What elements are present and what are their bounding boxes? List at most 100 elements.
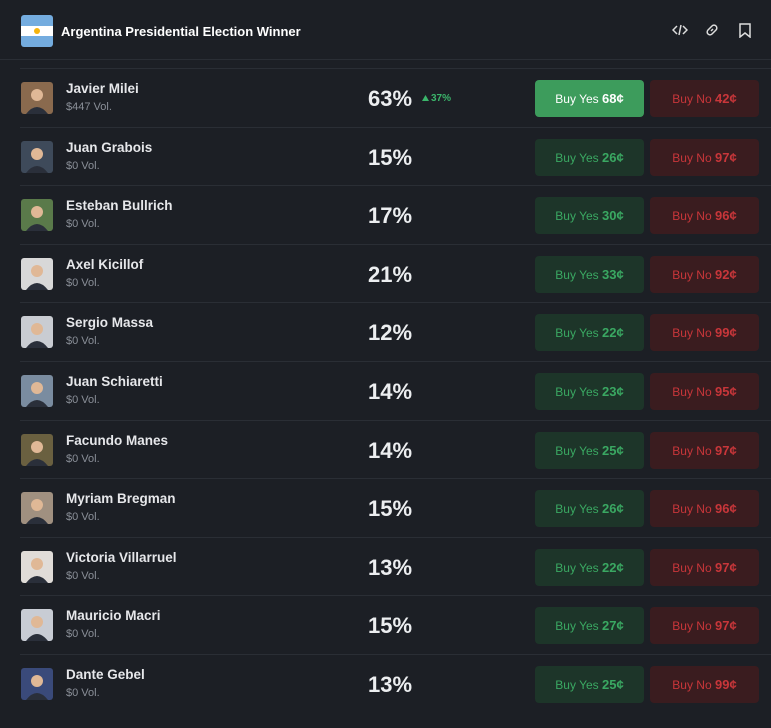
volume: $0 Vol. (66, 686, 100, 699)
chance: 15% (367, 144, 413, 170)
no-price: 42¢ (715, 91, 737, 106)
buy-no-label: Buy No (672, 92, 712, 106)
volume: $0 Vol. (66, 335, 100, 348)
buy-no-label: Buy No (672, 384, 712, 399)
embed-button[interactable] (672, 22, 688, 38)
buy-no-label: Buy No (672, 560, 712, 575)
buy-no-button[interactable]: Buy No 97¢ (650, 548, 759, 586)
buy-yes-label: Buy Yes (555, 560, 599, 575)
yes-price: 22¢ (602, 559, 624, 575)
buy-yes-button[interactable]: Buy Yes 22¢ (535, 548, 644, 586)
outcome-name: Facundo Manes (66, 432, 169, 448)
yes-price: 25¢ (602, 442, 624, 458)
buy-no-button[interactable]: Buy No 99¢ (650, 665, 759, 703)
market-title: Argentina Presidential Election Winner (61, 24, 301, 39)
buy-no-button[interactable]: Buy No 96¢ (650, 490, 759, 528)
buy-no-button[interactable]: Buy No 97¢ (650, 138, 759, 176)
buy-yes-label: Buy Yes (555, 209, 599, 224)
outcome-name: Sergio Massa (66, 315, 154, 331)
buy-yes-button[interactable]: Buy Yes 25¢ (535, 431, 644, 469)
link-button[interactable] (704, 22, 720, 38)
avatar (21, 609, 53, 642)
buy-no-button[interactable]: Buy No 42¢ (650, 80, 759, 117)
outcome-row: Juan Grabois $0 Vol. 15% Buy Yes 26¢ Buy No … (20, 126, 771, 186)
outcome-list: Javier Milei $447 Vol. 63% 37% Buy Yes 68¢ Bu… (20, 68, 771, 713)
buy-no-button[interactable]: Buy No 97¢ (650, 431, 759, 469)
outcome-name: Javier Milei (66, 81, 139, 96)
outcome-name: Victoria Villarruel (66, 549, 177, 565)
yes-price: 27¢ (602, 618, 624, 634)
bookmark-button[interactable] (737, 22, 753, 38)
outcome-row: Javier Milei $447 Vol. 63% 37% Buy Yes 68¢ Bu… (20, 68, 771, 127)
buy-no-button[interactable]: Buy No 95¢ (650, 372, 759, 410)
yes-price: 33¢ (602, 266, 624, 282)
avatar (21, 667, 53, 700)
outcome-name: Juan Grabois (66, 139, 153, 155)
volume: $0 Vol. (66, 276, 100, 289)
buy-yes-button[interactable]: Buy Yes 26¢ (535, 138, 644, 176)
avatar (21, 140, 53, 173)
no-price: 97¢ (715, 618, 737, 634)
no-price: 95¢ (715, 383, 737, 399)
yes-price: 25¢ (602, 676, 624, 692)
buy-yes-button[interactable]: Buy Yes 68¢ (535, 80, 644, 117)
yes-price: 26¢ (602, 501, 624, 517)
outcome-row: Victoria Villarruel $0 Vol. 13% Buy Yes 22¢… (20, 536, 771, 596)
no-price: 97¢ (715, 559, 737, 575)
volume: $0 Vol. (66, 569, 100, 582)
outcome-row: Esteban Bullrich $0 Vol. 17% Buy Yes 30¢ Buy… (20, 185, 771, 244)
buy-yes-label: Buy Yes (555, 443, 599, 458)
buy-yes-label: Buy Yes (555, 267, 599, 282)
buy-yes-button[interactable]: Buy Yes 33¢ (535, 255, 644, 293)
chance: 63% (367, 86, 413, 111)
outcome-name: Myriam Bregman (66, 491, 176, 507)
no-price: 99¢ (715, 676, 737, 692)
buy-no-label: Buy No (672, 150, 712, 165)
change: 37% (422, 93, 451, 104)
outcome-row: Juan Schiaretti $0 Vol. 14% Buy Yes 23¢ Buy … (20, 360, 771, 420)
outcome-name: Dante Gebel (66, 666, 145, 682)
chance: 14% (367, 437, 413, 463)
buy-yes-label: Buy Yes (555, 384, 599, 399)
buy-no-label: Buy No (672, 677, 712, 692)
buy-yes-button[interactable]: Buy Yes 22¢ (535, 314, 644, 352)
volume: $0 Vol. (66, 393, 100, 406)
buy-yes-label: Buy Yes (555, 677, 599, 692)
chance: 12% (367, 320, 413, 346)
no-price: 92¢ (715, 266, 737, 282)
buy-no-button[interactable]: Buy No 96¢ (650, 197, 759, 235)
avatar (21, 82, 53, 114)
flag-icon (21, 15, 53, 47)
no-price: 96¢ (715, 501, 737, 517)
volume: $0 Vol. (66, 159, 100, 172)
chance: 15% (367, 496, 413, 522)
no-price: 96¢ (715, 208, 737, 224)
volume: $0 Vol. (66, 628, 100, 641)
outcome-name: Juan Schiaretti (66, 373, 163, 389)
chance: 14% (367, 378, 413, 404)
volume: $447 Vol. (66, 101, 112, 113)
yes-price: 23¢ (602, 383, 624, 399)
chance: 21% (367, 261, 413, 287)
buy-yes-button[interactable]: Buy Yes 25¢ (535, 665, 644, 703)
yes-price: 30¢ (602, 208, 624, 224)
outcome-row: Facundo Manes $0 Vol. 14% Buy Yes 25¢ Buy No… (20, 419, 771, 479)
buy-yes-button[interactable]: Buy Yes 23¢ (535, 372, 644, 410)
no-price: 97¢ (715, 149, 737, 165)
avatar (21, 316, 53, 349)
buy-no-button[interactable]: Buy No 99¢ (650, 314, 759, 352)
avatar (21, 257, 53, 290)
chance: 15% (367, 613, 413, 639)
buy-no-button[interactable]: Buy No 92¢ (650, 255, 759, 293)
buy-yes-button[interactable]: Buy Yes 30¢ (535, 197, 644, 235)
avatar (21, 550, 53, 583)
buy-no-button[interactable]: Buy No 97¢ (650, 607, 759, 645)
chance: 13% (367, 671, 413, 697)
outcome-row: Sergio Massa $0 Vol. 12% Buy Yes 22¢ Buy No … (20, 302, 771, 361)
buy-yes-button[interactable]: Buy Yes 26¢ (535, 490, 644, 528)
buy-yes-button[interactable]: Buy Yes 27¢ (535, 607, 644, 645)
buy-yes-label: Buy Yes (555, 92, 599, 106)
volume: $0 Vol. (66, 511, 100, 524)
buy-no-label: Buy No (672, 267, 712, 282)
